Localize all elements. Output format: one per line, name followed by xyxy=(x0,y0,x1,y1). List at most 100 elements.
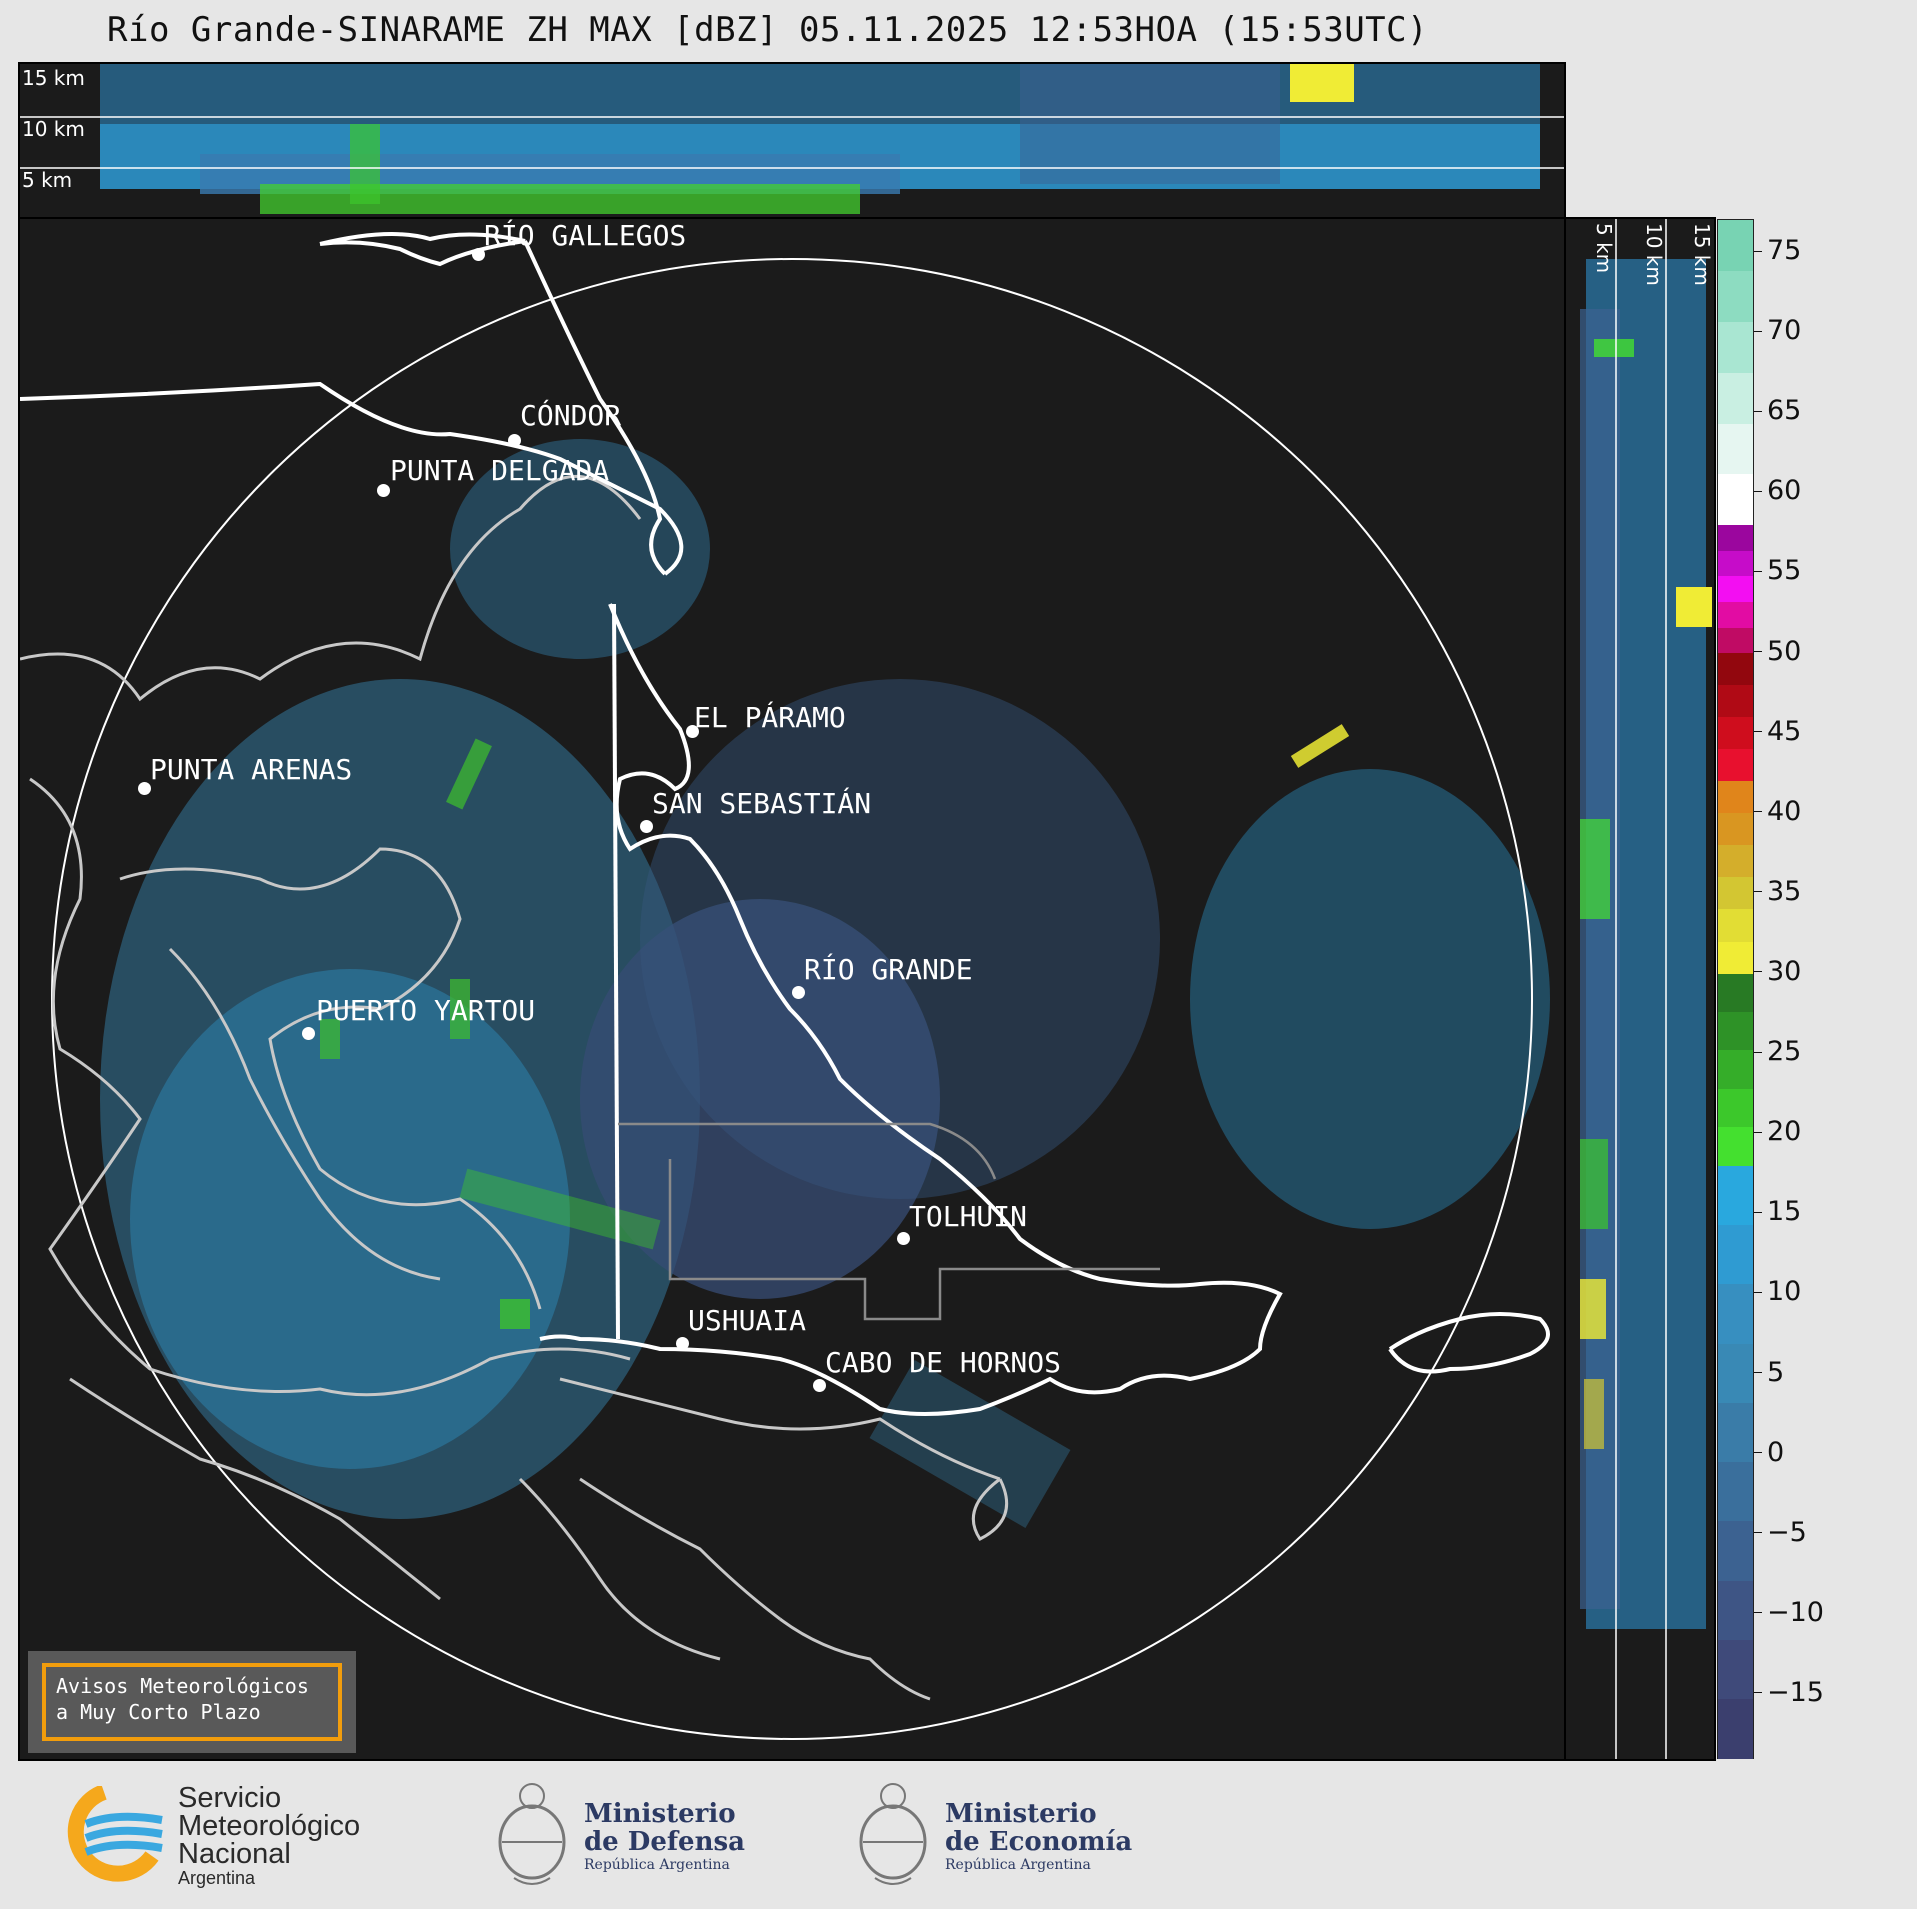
side-altitude-label-15km: 15 km xyxy=(1690,223,1714,286)
colorbar-segment xyxy=(1718,524,1753,551)
city-label-cabo-de-hornos: CABO DE HORNOS xyxy=(825,1346,1062,1379)
colorbar-tick-label: 15 xyxy=(1753,1196,1801,1227)
city-marker-punta-arenas xyxy=(138,782,151,795)
colorbar-tick-label: 40 xyxy=(1753,796,1801,827)
city-marker-rio-gallegos xyxy=(472,248,485,261)
city-marker-punta-delgada xyxy=(377,484,390,497)
colorbar-segment xyxy=(1718,652,1753,686)
colorbar-tick-label: 60 xyxy=(1753,475,1801,506)
smn-logo-icon xyxy=(67,1784,163,1882)
colorbar-segment xyxy=(1718,876,1753,910)
colorbar-segment xyxy=(1718,748,1753,782)
colorbar-segment xyxy=(1718,1126,1753,1166)
city-label-rio-gallegos: RÍO GALLEGOS xyxy=(484,219,687,252)
altitude-label-15km: 15 km xyxy=(22,66,85,90)
top-cross-section-echoes xyxy=(20,64,1564,214)
smn-line-3: Nacional xyxy=(178,1838,291,1870)
colorbar-segment xyxy=(1718,1402,1753,1463)
colorbar-segment xyxy=(1718,473,1753,525)
city-label-el-paramo: EL PÁRAMO xyxy=(694,701,846,734)
side-altitude-label-5km: 5 km xyxy=(1592,223,1616,274)
smn-logo-text: Servicio Meteorológico Nacional Argentin… xyxy=(178,1782,360,1889)
colorbar-segment xyxy=(1718,1520,1753,1581)
economia-line-3: República Argentina xyxy=(945,1857,1091,1873)
defensa-text: Ministerio de Defensa República Argentin… xyxy=(584,1800,745,1874)
colorbar-tick-label: −15 xyxy=(1754,1677,1824,1708)
colorbar-tick-label: 25 xyxy=(1753,1036,1801,1067)
colorbar-tick-label: 75 xyxy=(1753,235,1801,266)
smn-logo xyxy=(56,1784,166,1882)
radar-map-layer xyxy=(20,232,1550,1740)
city-label-tolhuin: TOLHUIN xyxy=(909,1200,1028,1233)
aviso-box: Avisos Meteorológicos a Muy Corto Plazo xyxy=(28,1651,356,1753)
colorbar-segment xyxy=(1718,780,1753,814)
aviso-frame: Avisos Meteorológicos a Muy Corto Plazo xyxy=(42,1663,342,1741)
defensa-line-3: República Argentina xyxy=(584,1857,730,1873)
city-marker-rio-grande xyxy=(792,986,805,999)
defensa-line-1: Ministerio xyxy=(584,1799,736,1829)
radar-map: RÍO GALLEGOS CÓNDOR PUNTA DELGADA EL PÁR… xyxy=(18,217,1566,1761)
colorbar-segment xyxy=(1718,1639,1753,1700)
side-altitude-label-10km: 10 km xyxy=(1642,223,1666,286)
city-label-ushuaia: USHUAIA xyxy=(688,1304,807,1337)
coastlines-argentina xyxy=(20,232,1550,1416)
colorbar-segment xyxy=(1718,601,1753,628)
smn-line-1: Servicio xyxy=(178,1782,282,1814)
economia-line-1: Ministerio xyxy=(945,1799,1097,1829)
city-marker-ushuaia xyxy=(676,1337,689,1350)
colorbar-segment xyxy=(1718,220,1753,272)
map-title: Río Grande-SINARAME ZH MAX [dBZ] 05.11.2… xyxy=(107,10,1429,50)
colorbar-tick-label: 35 xyxy=(1753,876,1801,907)
city-marker-tolhuin xyxy=(897,1232,910,1245)
city-label-rio-grande: RÍO GRANDE xyxy=(804,953,973,986)
colorbar-segment xyxy=(1718,1088,1753,1128)
city-marker-cabo-de-hornos xyxy=(813,1379,826,1392)
colorbar-tick-label: 10 xyxy=(1753,1276,1801,1307)
colorbar-segment xyxy=(1718,372,1753,424)
colorbar-tick-label: 5 xyxy=(1753,1357,1784,1388)
colorbar-segment xyxy=(1718,1580,1753,1641)
colorbar-segment xyxy=(1718,716,1753,750)
colorbar-segment xyxy=(1718,1224,1753,1285)
aviso-line-2: a Muy Corto Plazo xyxy=(56,1700,261,1724)
colorbar-segment xyxy=(1718,684,1753,718)
colorbar-segment xyxy=(1718,626,1753,654)
city-marker-san-sebastian xyxy=(640,820,653,833)
colorbar-segment xyxy=(1718,972,1753,1013)
city-label-puerto-yartou: PUERTO YARTOU xyxy=(316,994,536,1027)
colorbar-segment xyxy=(1718,1461,1753,1522)
argentina-seal-icon xyxy=(859,1783,927,1885)
city-label-punta-delgada: PUNTA DELGADA xyxy=(390,454,610,487)
colorbar-tick-label: 20 xyxy=(1753,1116,1801,1147)
city-marker-puerto-yartou xyxy=(302,1027,315,1040)
coastlines-chile xyxy=(20,474,1009,1701)
city-marker-el-paramo xyxy=(686,725,699,738)
colorbar-tick-label: 65 xyxy=(1753,395,1801,426)
colorbar-tick-label: 0 xyxy=(1753,1437,1784,1468)
city-label-punta-arenas: PUNTA ARENAS xyxy=(150,753,353,786)
colorbar-segment xyxy=(1718,1698,1753,1759)
colorbar-segment xyxy=(1718,940,1753,974)
colorbar-segment xyxy=(1718,575,1753,602)
city-label-condor: CÓNDOR xyxy=(520,399,622,432)
colorbar-segment xyxy=(1718,270,1753,323)
colorbar-segment xyxy=(1718,321,1753,373)
economia-line-2: de Economía xyxy=(945,1827,1133,1857)
top-cross-section: 15 km 10 km 5 km xyxy=(18,62,1566,219)
city-label-san-sebastian: SAN SEBASTIÁN xyxy=(652,787,872,820)
economia-text: Ministerio de Economía República Argenti… xyxy=(945,1800,1132,1874)
city-marker-condor xyxy=(508,434,521,447)
colorbar-tick-label: 50 xyxy=(1753,636,1801,667)
colorbar-segment xyxy=(1718,908,1753,942)
economia-seal xyxy=(855,1778,931,1890)
colorbar-segment xyxy=(1718,1011,1753,1051)
colorbar-tick-label: 55 xyxy=(1753,555,1801,586)
colorbar-segment xyxy=(1718,844,1753,878)
colorbar-tick-label: 70 xyxy=(1753,315,1801,346)
altitude-label-10km: 10 km xyxy=(22,117,85,141)
argentina-seal-icon xyxy=(498,1783,566,1885)
colorbar-tick-label: 30 xyxy=(1753,956,1801,987)
colorbar-tick-label: −5 xyxy=(1754,1517,1807,1548)
colorbar-segment xyxy=(1718,1283,1753,1344)
colorbar-segment xyxy=(1718,550,1753,577)
